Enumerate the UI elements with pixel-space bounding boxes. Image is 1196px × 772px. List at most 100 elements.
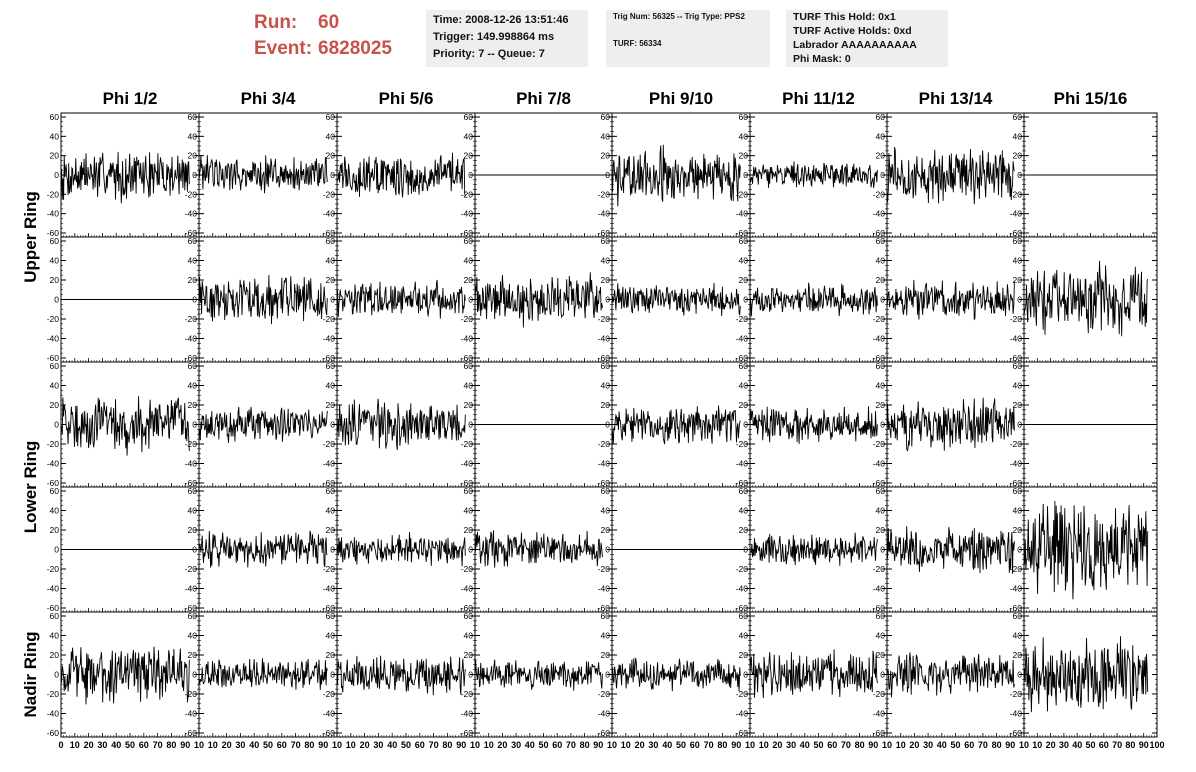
y-tick-label: 20 <box>188 400 198 410</box>
y-tick-label: 40 <box>876 381 886 391</box>
y-tick-label: 60 <box>50 236 60 246</box>
y-tick-label: 60 <box>464 112 474 122</box>
y-tick-label: 0 <box>605 545 610 555</box>
column-header: Phi 11/12 <box>782 89 855 108</box>
y-tick-label: 20 <box>601 525 611 535</box>
y-tick-label: 20 <box>601 275 611 285</box>
y-tick-label: -60 <box>185 728 198 738</box>
waveform-trace <box>336 279 466 319</box>
y-tick-label: 40 <box>50 506 60 516</box>
y-tick-label: 0 <box>192 545 197 555</box>
y-tick-label: 60 <box>50 361 60 371</box>
y-tick-label: 0 <box>468 670 473 680</box>
y-tick-label: -40 <box>323 334 336 344</box>
y-tick-label: 20 <box>326 151 336 161</box>
y-tick-label: -40 <box>598 334 611 344</box>
column-header: Phi 5/6 <box>379 89 434 108</box>
y-tick-label: 40 <box>50 131 60 141</box>
y-tick-label: 60 <box>876 486 886 496</box>
y-tick-label: 60 <box>464 486 474 496</box>
y-tick-label: 0 <box>1017 170 1022 180</box>
y-tick-label: -20 <box>461 439 474 449</box>
column-header: Phi 3/4 <box>241 89 296 108</box>
run-value: 60 <box>318 12 340 33</box>
y-tick-label: 40 <box>326 381 336 391</box>
y-tick-label: 0 <box>468 420 473 430</box>
y-tick-label: 40 <box>739 131 749 141</box>
waveform-trace <box>474 272 603 328</box>
y-tick-label: 20 <box>464 650 474 660</box>
waveform-trace <box>198 155 328 194</box>
y-tick-label: -60 <box>461 728 474 738</box>
y-tick-label: 60 <box>188 361 198 371</box>
y-tick-label: -40 <box>873 584 886 594</box>
y-tick-label: 0 <box>605 420 610 430</box>
y-tick-label: 0 <box>192 420 197 430</box>
y-tick-label: -40 <box>736 459 749 469</box>
turf-this-hold-text: TURF This Hold: 0x1 <box>793 11 896 23</box>
y-tick-label: 40 <box>876 131 886 141</box>
y-tick-label: 60 <box>601 611 611 621</box>
y-tick-label: -40 <box>185 584 198 594</box>
y-tick-label: -60 <box>1010 353 1023 363</box>
y-tick-label: -20 <box>598 314 611 324</box>
y-tick-label: -60 <box>873 228 886 238</box>
waveform-trace <box>749 532 878 566</box>
y-tick-label: 40 <box>50 381 60 391</box>
y-tick-label: -40 <box>1010 334 1023 344</box>
y-tick-label: -20 <box>461 189 474 199</box>
y-tick-label: -60 <box>461 478 474 488</box>
y-tick-label: -20 <box>185 439 198 449</box>
y-tick-label: -60 <box>461 353 474 363</box>
labrador-text: Labrador AAAAAAAAAA <box>793 39 917 51</box>
y-tick-label: 0 <box>330 670 335 680</box>
y-tick-label: -60 <box>736 478 749 488</box>
waveform-trace <box>886 147 1015 205</box>
y-tick-label: 60 <box>326 361 336 371</box>
y-tick-label: -40 <box>1010 584 1023 594</box>
y-tick-label: -40 <box>47 209 60 219</box>
time-info-box: Time: 2008-12-26 13:51:46 Trigger: 149.9… <box>426 10 588 67</box>
y-tick-label: -40 <box>736 584 749 594</box>
y-tick-label: 0 <box>605 670 610 680</box>
waveform-trace <box>1023 500 1149 600</box>
y-tick-label: 60 <box>876 112 886 122</box>
y-tick-label: 0 <box>743 170 748 180</box>
y-tick-label: 60 <box>1013 236 1023 246</box>
y-tick-label: 40 <box>188 631 198 641</box>
y-tick-label: 20 <box>50 275 60 285</box>
y-tick-label: -60 <box>598 728 611 738</box>
waveform-trace <box>336 532 466 567</box>
turf-num-text: TURF: 56334 <box>613 39 662 48</box>
waveform-trace <box>474 659 603 691</box>
y-tick-label: 20 <box>739 525 749 535</box>
y-tick-label: -40 <box>461 459 474 469</box>
y-tick-label: -40 <box>598 709 611 719</box>
y-tick-label: 40 <box>601 381 611 391</box>
y-tick-label: 60 <box>739 236 749 246</box>
y-tick-label: 60 <box>50 611 60 621</box>
y-tick-label: -60 <box>598 228 611 238</box>
y-tick-label: 20 <box>188 525 198 535</box>
y-tick-label: 0 <box>605 295 610 305</box>
y-tick-label: 60 <box>188 611 198 621</box>
y-tick-label: 60 <box>1013 361 1023 371</box>
y-tick-label: -20 <box>873 314 886 324</box>
y-tick-label: 60 <box>188 486 198 496</box>
y-tick-label: 60 <box>464 361 474 371</box>
y-tick-label: 40 <box>464 631 474 641</box>
y-tick-label: -20 <box>598 689 611 699</box>
y-tick-label: 60 <box>739 361 749 371</box>
waveform-trace <box>886 397 1015 453</box>
y-tick-label: -20 <box>323 564 336 574</box>
phi-mask-text: Phi Mask: 0 <box>793 53 851 65</box>
y-tick-label: 0 <box>330 545 335 555</box>
y-tick-label: 20 <box>739 151 749 161</box>
y-tick-label: 60 <box>50 112 60 122</box>
y-tick-label: 40 <box>188 506 198 516</box>
column-header: Phi 9/10 <box>649 89 713 108</box>
y-tick-label: 20 <box>601 151 611 161</box>
y-tick-label: -20 <box>1010 564 1023 574</box>
run-label: Run: <box>254 12 298 33</box>
y-tick-label: -60 <box>323 353 336 363</box>
